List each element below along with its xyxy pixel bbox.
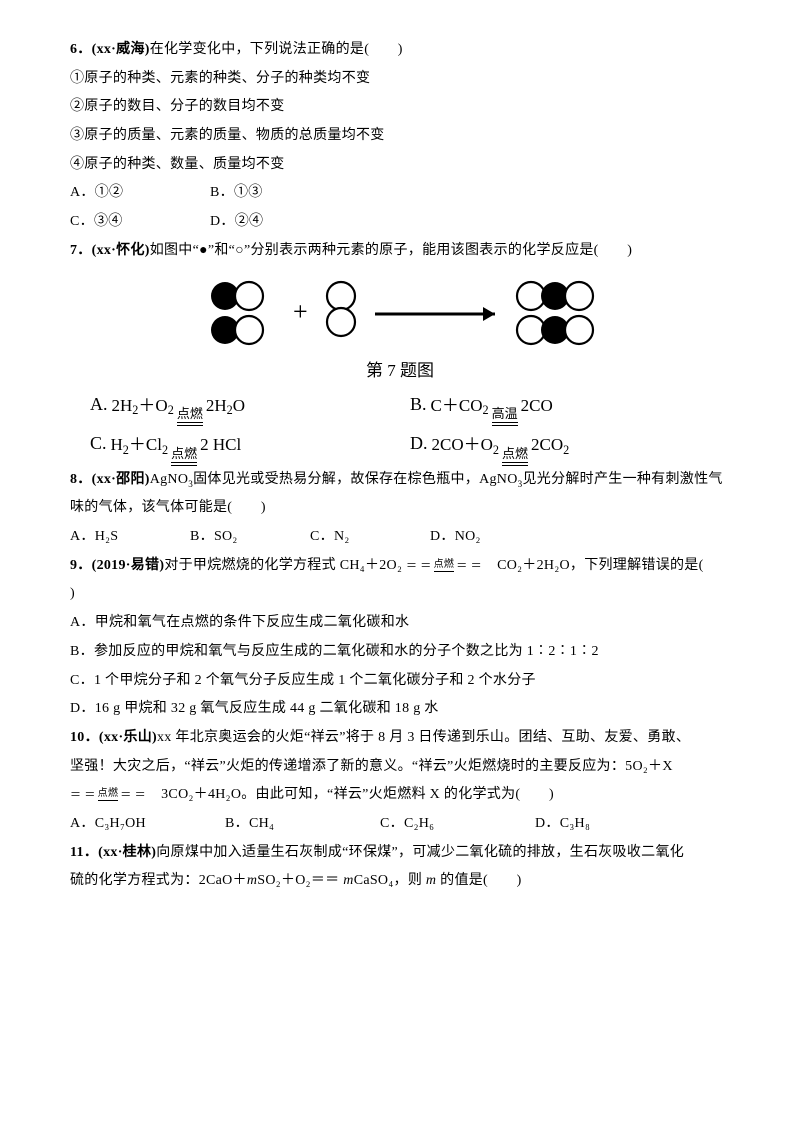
q7-equations: A. 2H2＋O2 点燃 2H2O B. C＋CO2 高温 2CO C. H2＋… [70, 385, 730, 464]
q7-text: 如图中“●”和“○”分别表示两种元素的原子，能用该图表示的化学反应是( ) [150, 243, 633, 258]
q8-src: (xx·邵阳) [92, 472, 150, 487]
q6-s2: ②原子的数目、分子的数目均不变 [70, 93, 730, 122]
q10-num: 10． [70, 730, 99, 745]
q8-optA: A．H₂S [70, 523, 190, 552]
q8-opts: A．H₂S B．SO₂ C．N₂ D．NO₂ [70, 523, 730, 552]
q9-sA: A．甲烷和氧气在点燃的条件下反应生成二氧化碳和水 [70, 609, 730, 638]
q9-src: (2019·易错) [92, 558, 165, 573]
q7-diagram: + 第 7 题图 [70, 274, 730, 381]
q6-s3: ③原子的质量、元素的质量、物质的总质量均不变 [70, 122, 730, 151]
q10-optC: C．C₂H₆ [380, 810, 535, 839]
q6-optB: B．①③ [210, 179, 350, 208]
q8-stem: 8．(xx·邵阳)AgNO3固体见光或受热易分解，故保存在棕色瓶中，AgNO3见… [70, 466, 730, 495]
q11-stem1: 11．(xx·桂林)向原煤中加入适量生石灰制成“环保煤”，可减少二氧化硫的排放，… [70, 839, 730, 868]
q9-sB: B．参加反应的甲烷和氧气与反应生成的二氧化碳和水的分子个数之比为 1∶2∶1∶2 [70, 638, 730, 667]
q9-sD: D．16 g 甲烷和 32 g 氧气反应生成 44 g 二氧化碳和 18 g 水 [70, 695, 730, 724]
q10-stem3: ＝ ＝点燃＝ ＝ 3CO₂＋4H₂O。由此可知，“祥云”火炬燃料 X 的化学式为… [70, 781, 730, 810]
q7-src: (xx·怀化) [92, 243, 150, 258]
q7-caption: 第 7 题图 [70, 356, 730, 381]
q6-optA: A．①② [70, 179, 210, 208]
q10-optB: B．CH₄ [225, 810, 380, 839]
q8-optB: B．SO₂ [190, 523, 310, 552]
q8-optC: C．N₂ [310, 523, 430, 552]
q9-num: 9． [70, 558, 92, 573]
q9-sC: C．1 个甲烷分子和 2 个氧气分子反应生成 1 个二氧化碳分子和 2 个水分子 [70, 667, 730, 696]
q6-optC: C．③④ [70, 208, 210, 237]
q6-src: (xx·威海) [92, 42, 150, 57]
q7-optD: D. 2CO＋O2 点燃 2CO2 [410, 424, 730, 464]
q10-optD: D．C₃H₈ [535, 810, 690, 839]
q8-stem2: 味的气体，该气体可能是( ) [70, 494, 730, 523]
q9-stem2: ) [70, 580, 730, 609]
q11-stem2: 硫的化学方程式为：2CaO＋mSO₂＋O₂＝＝ mCaSO₄，则 m 的值是( … [70, 867, 730, 896]
q7-optC: C. H2＋Cl2 点燃 2 HCl [90, 424, 410, 464]
q7-optB: B. C＋CO2 高温 2CO [410, 385, 730, 425]
q10-stem1: 10．(xx·乐山)xx 年北京奥运会的火炬“祥云”将于 8 月 3 日传递到乐… [70, 724, 730, 753]
q10-opts: A．C₃H₇OH B．CH₄ C．C₂H₆ D．C₃H₈ [70, 810, 730, 839]
q7-optA: A. 2H2＋O2 点燃 2H2O [90, 385, 410, 425]
q6-optD: D．②④ [210, 208, 350, 237]
q6-num: 6． [70, 42, 92, 57]
q10-optA: A．C₃H₇OH [70, 810, 225, 839]
q7-num: 7． [70, 243, 92, 258]
svg-text:+: + [293, 297, 308, 326]
q6-stem: 6．(xx·威海)在化学变化中，下列说法正确的是( ) [70, 36, 730, 65]
q7-stem: 7．(xx·怀化)如图中“●”和“○”分别表示两种元素的原子，能用该图表示的化学… [70, 237, 730, 266]
q10-src: (xx·乐山) [99, 730, 157, 745]
q8-optD: D．NO₂ [430, 523, 550, 552]
q6-s1: ①原子的种类、元素的种类、分子的种类均不变 [70, 65, 730, 94]
q11-num: 11． [70, 845, 98, 860]
q6-text: 在化学变化中，下列说法正确的是( ) [150, 42, 403, 57]
q6-s4: ④原子的种类、数量、质量均不变 [70, 151, 730, 180]
q6-opts-row1: A．①② B．①③ [70, 179, 730, 208]
q8-num: 8． [70, 472, 92, 487]
q10-stem2: 坚强！大灾之后，“祥云”火炬的传递增添了新的意义。“祥云”火炬燃烧时的主要反应为… [70, 753, 730, 782]
q6-opts-row2: C．③④ D．②④ [70, 208, 730, 237]
q9-stem: 9．(2019·易错)对于甲烷燃烧的化学方程式 CH₄＋2O₂ ＝ ＝点燃＝ ＝… [70, 552, 730, 581]
q11-src: (xx·桂林) [98, 845, 156, 860]
